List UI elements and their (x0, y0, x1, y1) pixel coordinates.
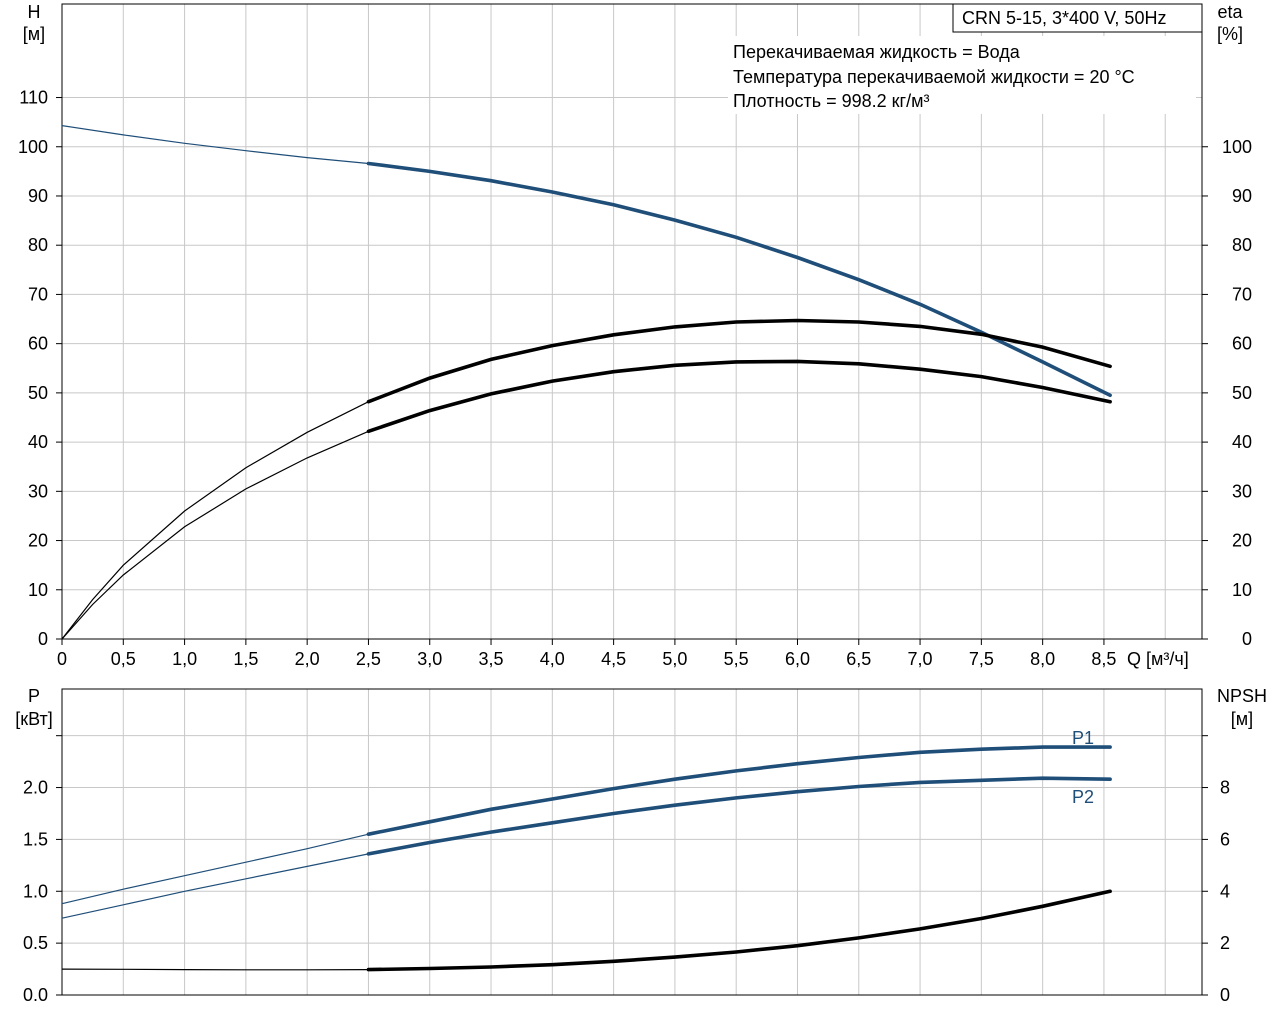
x-axis-title: Q [м³/ч] (1127, 649, 1189, 669)
x-axis-tick-label: 0,5 (111, 649, 136, 669)
top-chart-series (61, 125, 1112, 640)
right-axis-tick-label: 50 (1232, 383, 1252, 403)
top-left-axis-title: H (28, 2, 41, 22)
left-axis-tick-label: 50 (28, 383, 48, 403)
left-axis-tick-label: 30 (28, 481, 48, 501)
series-line-eta_total (61, 360, 1111, 640)
series-line-NPSH (61, 890, 1111, 971)
model-label: CRN 5-15, 3*400 V, 50Hz (962, 8, 1166, 28)
right-axis-tick-label: 30 (1232, 481, 1252, 501)
bottom-right-axis-title: NPSH (1217, 686, 1267, 706)
bottom-chart-series (61, 745, 1112, 972)
left-axis-tick-label: 90 (28, 186, 48, 206)
right-axis-tick-label: 10 (1232, 580, 1252, 600)
x-axis-tick-label: 5,5 (724, 649, 749, 669)
left-axis-tick-label: 70 (28, 284, 48, 304)
series-line-P1 (61, 746, 1111, 905)
x-axis-tick-label: 6,5 (846, 649, 871, 669)
x-axis-tick-label: 5,0 (662, 649, 687, 669)
x-axis-tick-label: 7,5 (969, 649, 994, 669)
bottom-left-axis-title: P (28, 686, 40, 706)
left-axis-tick-label: 20 (28, 531, 48, 551)
fluid-info-line-3: Плотность = 998.2 кг/м³ (733, 91, 929, 111)
series-line-head (61, 125, 1111, 396)
x-axis-tick-label: 8,0 (1030, 649, 1055, 669)
x-axis-tick-label: 4,5 (601, 649, 626, 669)
left-axis-tick-label: 0.0 (23, 985, 48, 1005)
right-axis-tick-label: 90 (1232, 186, 1252, 206)
left-axis-tick-label: 1.5 (23, 829, 48, 849)
series-operating-range-P2 (366, 776, 1112, 856)
series-label-p2: P2 (1072, 787, 1094, 807)
x-axis-tick-label: 7,0 (908, 649, 933, 669)
right-axis-tick-label: 20 (1232, 531, 1252, 551)
left-axis-tick-label: 60 (28, 334, 48, 354)
right-axis-tick-label: 70 (1232, 284, 1252, 304)
bottom-right-axis-ticks: 0 2 4 6 8 (1202, 735, 1230, 1005)
top-left-axis-ticks: 0 10 20 30 40 50 60 70 80 90 100 110 (18, 88, 62, 649)
x-axis-tick-label: 8,5 (1091, 649, 1116, 669)
right-axis-tick-label: 8 (1220, 778, 1230, 798)
fluid-info-line-1: Перекачиваемая жидкость = Вода (733, 42, 1021, 62)
top-right-axis-title: eta (1217, 2, 1243, 22)
series-operating-range-eta_total (366, 359, 1112, 434)
series-line-eta_pump (61, 319, 1111, 640)
left-axis-tick-label: 0 (38, 629, 48, 649)
left-axis-tick-label: 10 (28, 580, 48, 600)
x-axis-tick-label: 2,5 (356, 649, 381, 669)
right-axis-tick-label: 6 (1220, 829, 1230, 849)
bottom-chart-grid (62, 689, 1202, 995)
left-axis-tick-label: 100 (18, 137, 48, 157)
left-axis-tick-label: 80 (28, 235, 48, 255)
left-axis-tick-label: 2.0 (23, 778, 48, 798)
right-axis-tick-label: 60 (1232, 334, 1252, 354)
left-axis-tick-label: 40 (28, 432, 48, 452)
top-right-axis-ticks: 0 10 20 30 40 50 60 70 80 90 100 (1202, 137, 1252, 649)
bottom-left-axis-unit: [кВт] (15, 709, 53, 729)
x-axis-tick-label: 3,0 (417, 649, 442, 669)
bottom-left-axis-ticks: 0.0 0.5 1.0 1.5 2.0 (23, 735, 62, 1005)
x-axis-tick-label: 0 (57, 649, 67, 669)
x-axis-tick-label: 1,0 (172, 649, 197, 669)
series-operating-range-head (366, 161, 1112, 398)
right-axis-tick-label: 100 (1222, 137, 1252, 157)
top-chart-frame (61, 3, 1203, 640)
x-axis-tick-label: 6,0 (785, 649, 810, 669)
top-left-axis-unit: [м] (23, 24, 45, 44)
series-operating-range-eta_pump (366, 318, 1112, 404)
x-axis-tick-label: 3,5 (479, 649, 504, 669)
series-operating-range-NPSH (366, 889, 1112, 972)
right-axis-tick-label: 80 (1232, 235, 1252, 255)
right-axis-tick-label: 40 (1232, 432, 1252, 452)
top-right-axis-unit: [%] (1217, 24, 1243, 44)
fluid-info-line-2: Температура перекачиваемой жидкости = 20… (733, 67, 1135, 87)
bottom-right-axis-unit: [м] (1231, 709, 1253, 729)
series-operating-range-P1 (366, 745, 1112, 836)
x-axis-tick-label: 1,5 (233, 649, 258, 669)
right-axis-tick-label: 0 (1242, 629, 1252, 649)
left-axis-tick-label: 1.0 (23, 881, 48, 901)
right-axis-tick-label: 2 (1220, 933, 1230, 953)
x-axis-tick-label: 2,0 (295, 649, 320, 669)
bottom-chart-frame (61, 688, 1203, 996)
model-label-box (952, 3, 1203, 33)
left-axis-tick-label: 110 (19, 88, 48, 108)
left-axis-tick-label: 0.5 (23, 933, 48, 953)
series-line-P2 (61, 777, 1111, 919)
top-x-axis-ticks: 0 0,5 1,0 1,5 2,0 2,5 3,0 3,5 4,0 4,5 5,0 5,5 6,0 6,5… (57, 639, 1116, 669)
right-axis-tick-label: 4 (1220, 881, 1230, 901)
series-label-p1: P1 (1072, 728, 1094, 748)
x-axis-tick-label: 4,0 (540, 649, 565, 669)
fluid-info-box (728, 36, 1196, 114)
right-axis-tick-label: 0 (1220, 985, 1230, 1005)
